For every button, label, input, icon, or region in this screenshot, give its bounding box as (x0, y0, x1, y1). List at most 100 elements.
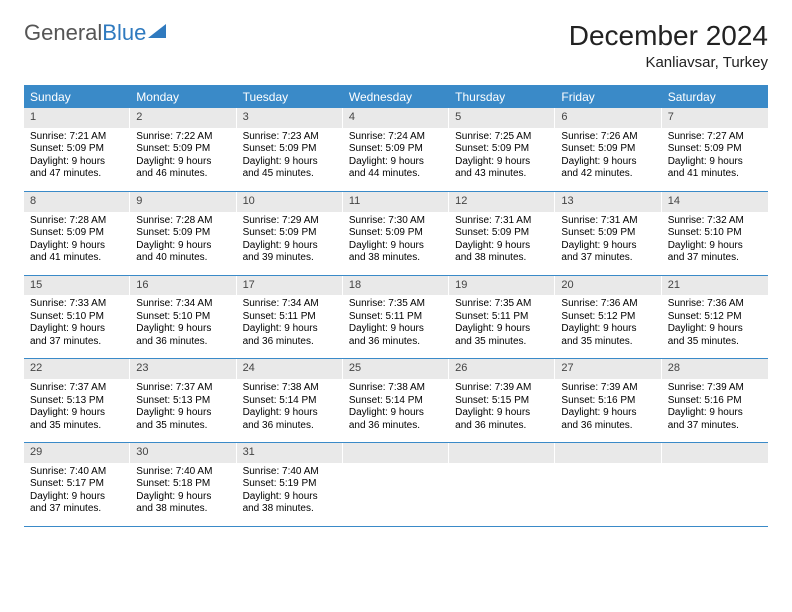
sunrise-text: Sunrise: 7:25 AM (455, 131, 549, 144)
sunrise-text: Sunrise: 7:31 AM (561, 215, 655, 228)
sunset-text: Sunset: 5:19 PM (243, 478, 337, 491)
daylight-text: and 41 minutes. (668, 168, 762, 181)
sunset-text: Sunset: 5:11 PM (349, 311, 443, 324)
day-body: Sunrise: 7:38 AMSunset: 5:14 PMDaylight:… (237, 379, 343, 442)
day-body: Sunrise: 7:37 AMSunset: 5:13 PMDaylight:… (130, 379, 236, 442)
daylight-text: Daylight: 9 hours (455, 240, 549, 253)
day-body: Sunrise: 7:39 AMSunset: 5:16 PMDaylight:… (662, 379, 768, 442)
daylight-text: Daylight: 9 hours (243, 323, 337, 336)
day-body (449, 463, 555, 511)
day-number: 26 (449, 359, 555, 379)
daylight-text: and 36 minutes. (455, 420, 549, 433)
day-body: Sunrise: 7:40 AMSunset: 5:18 PMDaylight:… (130, 463, 236, 526)
sunset-text: Sunset: 5:09 PM (136, 227, 230, 240)
daylight-text: Daylight: 9 hours (668, 156, 762, 169)
day-body: Sunrise: 7:27 AMSunset: 5:09 PMDaylight:… (662, 128, 768, 191)
month-title: December 2024 (569, 20, 768, 52)
daylight-text: Daylight: 9 hours (30, 156, 124, 169)
day-number: 19 (449, 276, 555, 296)
day-number: 21 (662, 276, 768, 296)
header: GeneralBlue December 2024 Kanliavsar, Tu… (24, 20, 768, 71)
daylight-text: and 41 minutes. (30, 252, 124, 265)
daylight-text: Daylight: 9 hours (349, 407, 443, 420)
day-number: 5 (449, 108, 555, 128)
daylight-text: Daylight: 9 hours (561, 323, 655, 336)
sunset-text: Sunset: 5:09 PM (561, 143, 655, 156)
sunrise-text: Sunrise: 7:30 AM (349, 215, 443, 228)
sunset-text: Sunset: 5:09 PM (136, 143, 230, 156)
daylight-text: Daylight: 9 hours (136, 407, 230, 420)
daylight-text: Daylight: 9 hours (668, 240, 762, 253)
day-body: Sunrise: 7:21 AMSunset: 5:09 PMDaylight:… (24, 128, 130, 191)
sunrise-text: Sunrise: 7:34 AM (136, 298, 230, 311)
day-body: Sunrise: 7:35 AMSunset: 5:11 PMDaylight:… (343, 295, 449, 358)
calendar-cell (449, 443, 555, 526)
calendar-cell: 17Sunrise: 7:34 AMSunset: 5:11 PMDayligh… (237, 276, 343, 359)
sunrise-text: Sunrise: 7:37 AM (30, 382, 124, 395)
calendar-cell: 29Sunrise: 7:40 AMSunset: 5:17 PMDayligh… (24, 443, 130, 526)
sunrise-text: Sunrise: 7:28 AM (136, 215, 230, 228)
calendar-cell: 2Sunrise: 7:22 AMSunset: 5:09 PMDaylight… (130, 108, 236, 191)
day-number: 2 (130, 108, 236, 128)
daylight-text: and 38 minutes. (455, 252, 549, 265)
day-headers: Sunday Monday Tuesday Wednesday Thursday… (24, 85, 768, 108)
day-number: 17 (237, 276, 343, 296)
dayheader-mon: Monday (130, 86, 236, 108)
daylight-text: Daylight: 9 hours (455, 323, 549, 336)
day-number: 18 (343, 276, 449, 296)
calendar-cell: 8Sunrise: 7:28 AMSunset: 5:09 PMDaylight… (24, 192, 130, 275)
day-body (662, 463, 768, 511)
calendar: Sunday Monday Tuesday Wednesday Thursday… (24, 85, 768, 527)
sunrise-text: Sunrise: 7:37 AM (136, 382, 230, 395)
day-number: 25 (343, 359, 449, 379)
calendar-week: 15Sunrise: 7:33 AMSunset: 5:10 PMDayligh… (24, 276, 768, 360)
daylight-text: Daylight: 9 hours (136, 323, 230, 336)
calendar-cell: 30Sunrise: 7:40 AMSunset: 5:18 PMDayligh… (130, 443, 236, 526)
day-number: 31 (237, 443, 343, 463)
sunrise-text: Sunrise: 7:26 AM (561, 131, 655, 144)
sunrise-text: Sunrise: 7:21 AM (30, 131, 124, 144)
sunrise-text: Sunrise: 7:32 AM (668, 215, 762, 228)
day-body: Sunrise: 7:34 AMSunset: 5:10 PMDaylight:… (130, 295, 236, 358)
calendar-cell: 15Sunrise: 7:33 AMSunset: 5:10 PMDayligh… (24, 276, 130, 359)
sunset-text: Sunset: 5:09 PM (30, 143, 124, 156)
day-number: 6 (555, 108, 661, 128)
daylight-text: and 37 minutes. (561, 252, 655, 265)
day-body: Sunrise: 7:28 AMSunset: 5:09 PMDaylight:… (24, 212, 130, 275)
sunrise-text: Sunrise: 7:24 AM (349, 131, 443, 144)
daylight-text: and 35 minutes. (668, 336, 762, 349)
day-body: Sunrise: 7:36 AMSunset: 5:12 PMDaylight:… (662, 295, 768, 358)
sunset-text: Sunset: 5:16 PM (561, 395, 655, 408)
day-body: Sunrise: 7:40 AMSunset: 5:19 PMDaylight:… (237, 463, 343, 526)
daylight-text: Daylight: 9 hours (136, 240, 230, 253)
day-body: Sunrise: 7:39 AMSunset: 5:16 PMDaylight:… (555, 379, 661, 442)
day-body: Sunrise: 7:31 AMSunset: 5:09 PMDaylight:… (449, 212, 555, 275)
sunset-text: Sunset: 5:12 PM (561, 311, 655, 324)
daylight-text: and 47 minutes. (30, 168, 124, 181)
day-number: 4 (343, 108, 449, 128)
day-number: 20 (555, 276, 661, 296)
daylight-text: Daylight: 9 hours (455, 156, 549, 169)
daylight-text: Daylight: 9 hours (136, 156, 230, 169)
daylight-text: and 37 minutes. (30, 336, 124, 349)
calendar-week: 29Sunrise: 7:40 AMSunset: 5:17 PMDayligh… (24, 443, 768, 527)
sunset-text: Sunset: 5:14 PM (349, 395, 443, 408)
daylight-text: Daylight: 9 hours (455, 407, 549, 420)
day-body: Sunrise: 7:37 AMSunset: 5:13 PMDaylight:… (24, 379, 130, 442)
day-number: 11 (343, 192, 449, 212)
daylight-text: and 36 minutes. (136, 336, 230, 349)
day-body: Sunrise: 7:33 AMSunset: 5:10 PMDaylight:… (24, 295, 130, 358)
calendar-cell: 31Sunrise: 7:40 AMSunset: 5:19 PMDayligh… (237, 443, 343, 526)
sunset-text: Sunset: 5:12 PM (668, 311, 762, 324)
calendar-cell: 28Sunrise: 7:39 AMSunset: 5:16 PMDayligh… (662, 359, 768, 442)
sunrise-text: Sunrise: 7:40 AM (30, 466, 124, 479)
logo-text-blue: Blue (102, 20, 146, 46)
logo-text-gray: General (24, 20, 102, 46)
logo-triangle-icon (148, 24, 166, 38)
calendar-cell: 18Sunrise: 7:35 AMSunset: 5:11 PMDayligh… (343, 276, 449, 359)
sunset-text: Sunset: 5:09 PM (243, 227, 337, 240)
day-number: 10 (237, 192, 343, 212)
day-body (343, 463, 449, 511)
calendar-cell: 23Sunrise: 7:37 AMSunset: 5:13 PMDayligh… (130, 359, 236, 442)
calendar-cell: 20Sunrise: 7:36 AMSunset: 5:12 PMDayligh… (555, 276, 661, 359)
